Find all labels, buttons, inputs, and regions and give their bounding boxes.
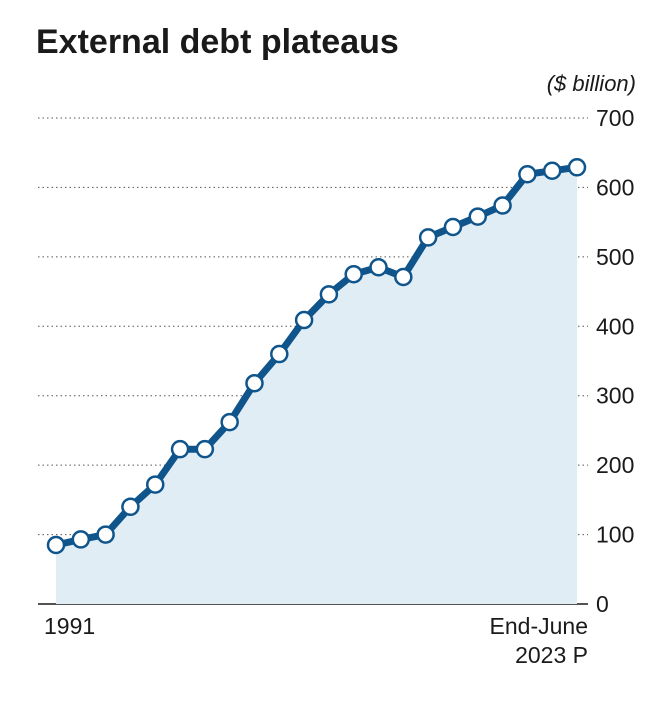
y-tick-label: 300 (596, 383, 634, 409)
y-axis-ticks: 0 100 200 300 400 500 600 700 (596, 105, 634, 617)
chart-title: External debt plateaus (36, 23, 399, 61)
y-tick-label: 200 (596, 452, 634, 478)
data-point (344, 264, 363, 284)
data-point (195, 439, 215, 459)
data-point (96, 525, 115, 544)
data-point (245, 373, 264, 393)
data-point (468, 207, 488, 226)
data-point (567, 158, 587, 177)
y-tick-label: 400 (596, 313, 634, 339)
series-line-group (52, 163, 581, 549)
y-axis-unit-label: ($ billion) (547, 71, 636, 96)
data-point (145, 475, 165, 494)
data-point (46, 535, 66, 555)
data-point (170, 439, 190, 459)
data-point (418, 228, 438, 247)
data-points (46, 158, 587, 555)
area-fill (56, 167, 577, 605)
y-tick-label: 100 (596, 522, 634, 548)
x-tick-label: End-June (490, 613, 588, 639)
data-point (220, 412, 239, 432)
data-point (369, 258, 388, 277)
data-point (121, 497, 140, 517)
series-line (52, 163, 581, 549)
data-point (294, 310, 314, 330)
data-point (71, 530, 91, 549)
data-point (493, 196, 512, 215)
data-point (542, 161, 562, 181)
y-tick-label: 0 (596, 591, 609, 617)
y-tick-label: 600 (596, 174, 634, 200)
data-point (443, 217, 463, 237)
x-tick-label: 1991 (44, 613, 95, 639)
y-tick-label: 500 (596, 244, 634, 270)
x-tick-label: 2023 P (515, 642, 588, 668)
data-point (319, 285, 339, 304)
area-fill-shape (56, 167, 577, 605)
data-point (518, 164, 537, 184)
data-point (270, 344, 289, 364)
x-axis-ticks: 1991 End-June 2023 P (44, 613, 588, 668)
y-tick-label: 700 (596, 105, 634, 131)
data-point (394, 267, 413, 287)
